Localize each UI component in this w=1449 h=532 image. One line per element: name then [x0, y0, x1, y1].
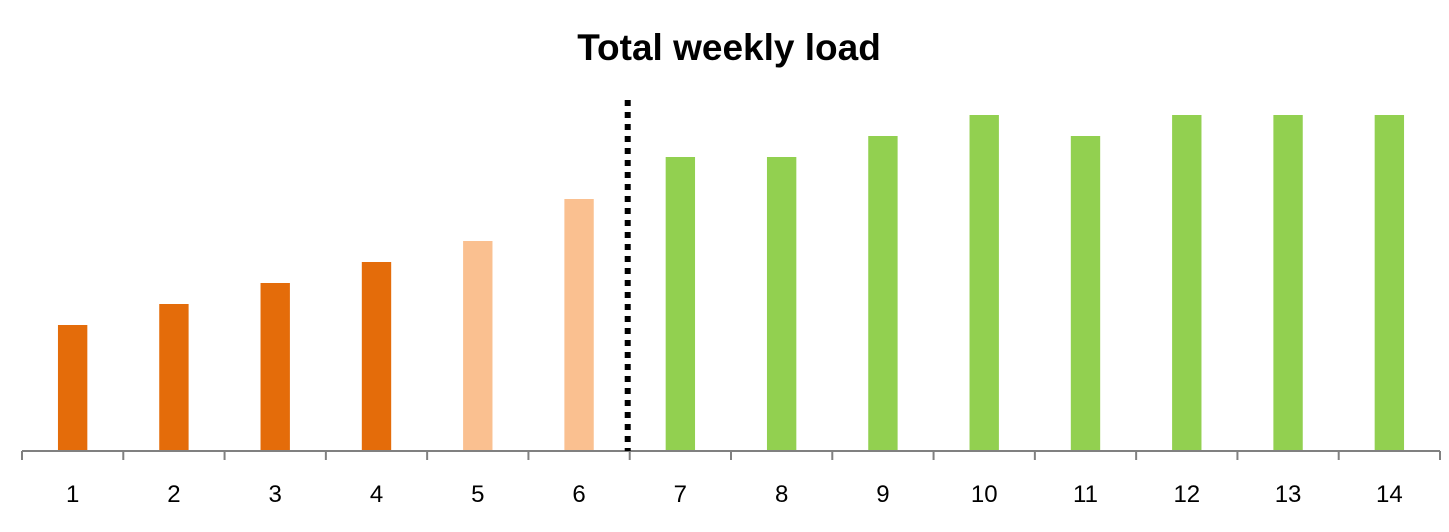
x-tick-label-4: 4 — [370, 481, 383, 508]
bar-week-7 — [665, 157, 696, 451]
x-tick-label-3: 3 — [269, 481, 282, 508]
x-axis-ticks — [21, 451, 1441, 460]
x-tick-label-1: 1 — [66, 481, 79, 508]
x-tick-label-5: 5 — [471, 481, 484, 508]
bar-week-13 — [1273, 115, 1303, 451]
bar-week-6 — [564, 199, 594, 451]
x-tick-label-12: 12 — [1173, 481, 1200, 508]
x-tick-label-10: 10 — [971, 481, 998, 508]
x-tick-label-6: 6 — [572, 481, 585, 508]
x-tick-label-8: 8 — [775, 481, 788, 508]
bar-week-3 — [260, 283, 290, 451]
bar-week-2 — [159, 304, 189, 451]
bar-week-11 — [1070, 136, 1101, 451]
bar-week-12 — [1172, 115, 1202, 451]
x-axis-tick-labels: 1 2 3 4 5 6 7 8 9 10 11 12 13 14 — [66, 481, 1403, 508]
bar-week-9 — [868, 136, 898, 451]
bar-week-4 — [361, 262, 392, 451]
x-tick-label-14: 14 — [1376, 481, 1403, 508]
bar-week-10 — [969, 115, 999, 451]
chart-title: Total weekly load — [577, 27, 881, 68]
x-tick-label-2: 2 — [167, 481, 180, 508]
bar-week-5 — [463, 241, 493, 451]
x-tick-label-11: 11 — [1073, 481, 1098, 508]
x-tick-label-13: 13 — [1275, 481, 1302, 508]
bar-week-1 — [57, 325, 88, 451]
bar-week-14 — [1374, 115, 1405, 451]
bars-layer — [57, 115, 1405, 451]
bar-week-8 — [766, 157, 797, 451]
x-tick-label-9: 9 — [876, 481, 889, 508]
x-tick-label-7: 7 — [674, 481, 687, 508]
